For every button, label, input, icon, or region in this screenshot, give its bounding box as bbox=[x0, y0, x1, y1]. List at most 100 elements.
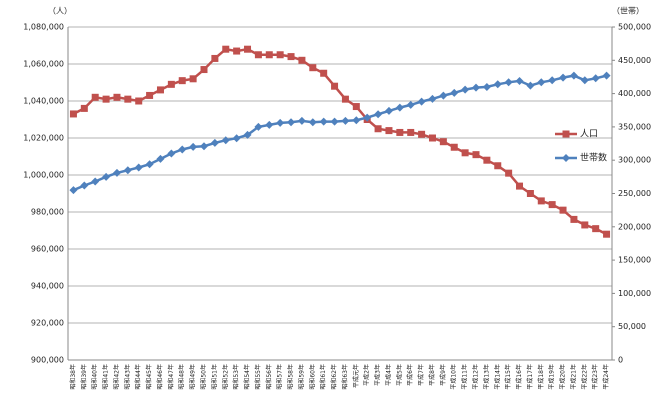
point bbox=[472, 83, 480, 92]
legend-label: 世帯数 bbox=[580, 152, 607, 164]
point bbox=[156, 154, 165, 163]
y-tick-label: 1,040,000 bbox=[23, 97, 64, 106]
x-tick-label: 平成17年 bbox=[526, 364, 534, 390]
point bbox=[450, 88, 459, 97]
point bbox=[537, 197, 545, 205]
y2-tick-label: 150,000 bbox=[618, 256, 651, 265]
y-tick-label: 920,000 bbox=[31, 319, 64, 328]
point bbox=[69, 110, 77, 118]
x-tick-label: 平成6年 bbox=[406, 364, 414, 386]
y2-tick-label: 0 bbox=[618, 356, 623, 365]
point bbox=[276, 118, 285, 127]
point bbox=[548, 76, 557, 85]
point bbox=[439, 91, 448, 100]
point bbox=[428, 94, 437, 103]
x-tick-label: 平成10年 bbox=[450, 364, 458, 390]
point bbox=[210, 138, 219, 147]
point bbox=[233, 47, 241, 55]
x-tick-label: 昭和45年 bbox=[145, 364, 153, 390]
point bbox=[124, 95, 132, 103]
x-tick-label: 昭和44年 bbox=[134, 364, 142, 390]
x-tick-label: 昭和49年 bbox=[189, 364, 197, 390]
point bbox=[320, 69, 328, 77]
point bbox=[363, 113, 372, 122]
x-tick-label: 平成3年 bbox=[374, 364, 382, 386]
x-tick-label: 平成2年 bbox=[363, 364, 371, 386]
x-tick-label: 昭和54年 bbox=[243, 364, 251, 390]
x-tick-label: 平成18年 bbox=[537, 364, 545, 390]
x-tick-label: 昭和56年 bbox=[265, 364, 273, 390]
point bbox=[221, 136, 230, 145]
x-tick-label: 昭和63年 bbox=[341, 364, 349, 390]
point bbox=[482, 82, 491, 91]
x-tick-label: 昭和47年 bbox=[167, 364, 175, 390]
point bbox=[331, 82, 339, 90]
x-tick-label: 平成22年 bbox=[580, 364, 588, 390]
x-tick-label: 平成5年 bbox=[395, 364, 403, 386]
point bbox=[352, 116, 361, 125]
x-tick-label: 昭和61年 bbox=[319, 364, 327, 390]
point bbox=[200, 142, 208, 151]
x-tick-label: 平成21年 bbox=[569, 364, 577, 390]
point bbox=[297, 116, 306, 125]
point bbox=[80, 104, 88, 112]
point bbox=[146, 91, 154, 99]
point bbox=[580, 76, 589, 85]
y-tick-label: 940,000 bbox=[31, 282, 64, 291]
point bbox=[254, 51, 262, 59]
point bbox=[276, 51, 284, 59]
y-tick-label: 1,000,000 bbox=[23, 171, 64, 180]
point bbox=[287, 118, 296, 127]
point bbox=[483, 156, 491, 164]
point bbox=[308, 118, 317, 127]
point bbox=[167, 80, 175, 88]
y2-tick-label: 50,000 bbox=[618, 322, 646, 331]
point bbox=[384, 106, 393, 115]
point bbox=[505, 169, 513, 177]
point bbox=[559, 206, 567, 214]
x-tick-label: 昭和46年 bbox=[156, 364, 164, 390]
x-tick-label: 平成4年 bbox=[384, 364, 392, 386]
x-tick-label: 昭和53年 bbox=[232, 364, 240, 390]
point bbox=[112, 168, 121, 177]
x-tick-label: 平成元年 bbox=[352, 364, 360, 388]
point bbox=[352, 103, 360, 111]
point bbox=[569, 71, 578, 80]
point bbox=[374, 110, 383, 119]
point bbox=[418, 130, 426, 138]
point bbox=[417, 97, 426, 106]
legend-marker bbox=[562, 154, 570, 162]
point bbox=[493, 80, 502, 89]
y-tick-label: 1,020,000 bbox=[23, 134, 64, 143]
x-tick-label: 昭和55年 bbox=[254, 364, 262, 390]
x-tick-label: 昭和60年 bbox=[308, 364, 316, 390]
x-tick-label: 平成16年 bbox=[515, 364, 523, 390]
point bbox=[135, 97, 143, 105]
y-tick-label: 980,000 bbox=[31, 208, 64, 217]
point bbox=[134, 163, 143, 172]
y2-axis-unit: （世帯） bbox=[612, 6, 644, 16]
x-tick-label: 昭和41年 bbox=[102, 364, 110, 390]
y2-tick-label: 350,000 bbox=[618, 122, 651, 131]
x-tick-label: 平成24年 bbox=[602, 364, 610, 390]
point bbox=[69, 186, 78, 195]
y-tick-label: 1,060,000 bbox=[23, 60, 64, 69]
point bbox=[504, 78, 513, 87]
x-tick-label: 昭和40年 bbox=[91, 364, 99, 390]
y2-tick-label: 100,000 bbox=[618, 289, 651, 298]
x-tick-label: 昭和50年 bbox=[200, 364, 208, 390]
x-tick-label: 平成19年 bbox=[548, 364, 556, 390]
point bbox=[450, 143, 458, 151]
x-tick-label: 平成14年 bbox=[493, 364, 501, 390]
point bbox=[222, 45, 230, 53]
point bbox=[472, 151, 480, 159]
point bbox=[102, 172, 111, 181]
point bbox=[406, 100, 415, 109]
x-tick-label: 昭和42年 bbox=[112, 364, 120, 390]
point bbox=[287, 53, 295, 61]
x-tick-label: 平成8年 bbox=[428, 364, 436, 386]
point bbox=[211, 54, 219, 62]
y2-tick-label: 400,000 bbox=[618, 89, 651, 98]
